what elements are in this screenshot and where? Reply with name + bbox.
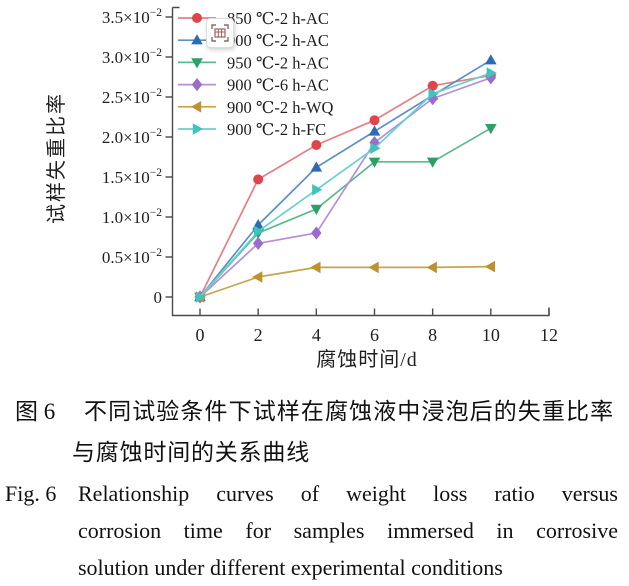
legend-label: 850 ℃-2 h-AC (227, 9, 329, 28)
data-point-marker (485, 124, 497, 135)
data-point-marker (253, 174, 264, 185)
legend-marker (191, 58, 203, 69)
series-line (199, 72, 492, 298)
caption-zh-line2: 与腐蚀时间的关系曲线 (72, 440, 310, 465)
legend-item: 900 ℃-2 h-WQ (178, 98, 334, 117)
legend-label: 900 ℃-2 h-WQ (227, 98, 334, 117)
data-point-marker (427, 92, 438, 106)
legend-label: 900 ℃-2 h-FC (227, 120, 326, 139)
x-tick-label: 8 (428, 325, 437, 345)
caption-zh-line1: 不同试验条件下试样在腐蚀液中浸泡后的失重比率 (84, 399, 615, 424)
legend-item: 900 ℃-2 h-FC (178, 120, 326, 139)
series-line (199, 265, 491, 298)
legend-marker (191, 101, 202, 113)
data-point-marker (485, 54, 497, 65)
data-point-marker (310, 161, 323, 172)
y-tick-label: 2.0×10−2 (102, 127, 162, 147)
data-point-marker (486, 67, 497, 79)
data-point-marker (252, 271, 263, 283)
legend-marker (192, 123, 203, 135)
x-tick-label: 4 (312, 325, 321, 345)
data-point-marker (311, 140, 322, 150)
x-tick-label: 2 (254, 325, 263, 345)
table-capture-icon (211, 24, 229, 42)
data-point-marker (370, 142, 381, 154)
legend-marker (192, 13, 202, 23)
y-axis-title: 试样失重比率 (45, 92, 68, 224)
x-axis-title: 腐蚀时间/d (316, 348, 418, 371)
series-line (199, 59, 492, 298)
y-tick-label: 2.5×10−2 (102, 87, 162, 107)
legend-item: 850 ℃-2 h-AC (178, 9, 329, 28)
legend-label: 950 ℃-2 h-AC (227, 53, 329, 72)
caption-en-line3: solution under different experimental co… (78, 555, 503, 580)
legend-item: 900 ℃-6 h-AC (178, 76, 329, 95)
series-900-2-h-wq (194, 260, 496, 303)
x-tick-labels: 0 2 4 6 8 10 12 (196, 325, 559, 345)
data-point-marker (369, 136, 380, 150)
data-point-marker (426, 157, 439, 168)
axes (165, 6, 550, 317)
figure-number-en: Fig. 6 (5, 481, 57, 506)
y-tick-label: 0.5×10−2 (102, 247, 162, 267)
x-tick-label: 12 (540, 325, 558, 345)
legend-marker (191, 34, 203, 45)
x-tick-label: 10 (482, 325, 500, 345)
y-tick-label: 1.0×10−2 (102, 207, 162, 227)
capture-tool-button[interactable] (206, 18, 234, 48)
data-point-marker (252, 236, 264, 250)
legend-marker (191, 78, 203, 92)
legend-item: 950 ℃-2 h-AC (178, 53, 329, 72)
y-tick-label: 0 (154, 288, 163, 307)
series-line (199, 74, 491, 298)
data-point-marker (368, 261, 379, 274)
series-line (199, 127, 492, 298)
data-point-marker (195, 291, 206, 303)
data-point-marker (368, 125, 381, 136)
y-tick-label: 1.5×10−2 (102, 167, 162, 187)
data-point-marker (368, 157, 381, 168)
data-point-marker (253, 225, 265, 238)
y-tick-label: 3.0×10−2 (102, 47, 162, 67)
data-point-marker (426, 261, 437, 274)
legend-item: 900 ℃-2 h-AC (178, 31, 329, 50)
caption-en-line2: corrosion time for samples immersed in c… (78, 518, 618, 543)
caption-en-line1: Relationship curves of weight loss ratio… (78, 481, 618, 506)
data-point-marker (485, 71, 497, 85)
legend-label: 900 ℃-2 h-AC (227, 31, 329, 50)
y-tick-labels: 3.5×10−2 3.0×10−2 2.5×10−2 2.0×10−2 1.5×10−2… (102, 7, 162, 307)
data-point-marker (312, 184, 323, 196)
series-900-2-h-fc (195, 67, 497, 303)
y-tick-label: 3.5×10−2 (102, 7, 162, 27)
weight-loss-chart: 0 2 4 6 8 10 12 3.5×10−2 3.0×10−2 2.5×10−2 2.0×10−… (45, 6, 559, 371)
data-point-marker (311, 226, 322, 240)
data-point-marker (427, 80, 438, 91)
series-950-2-h-ac (194, 124, 497, 303)
series-line (199, 76, 492, 298)
x-tick-label: 6 (370, 325, 379, 345)
data-point-marker (484, 260, 496, 273)
data-point-marker (310, 261, 321, 274)
data-point-marker (369, 115, 380, 126)
x-tick-label: 0 (196, 325, 205, 345)
legend-label: 900 ℃-6 h-AC (227, 76, 329, 95)
data-point-marker (428, 88, 439, 100)
legend: 850 ℃-2 h-AC 900 ℃-2 h-AC 950 ℃-2 h-AC 900 … (178, 9, 334, 139)
figure-number-zh: 图 6 (15, 399, 56, 424)
data-point-marker (310, 204, 323, 215)
